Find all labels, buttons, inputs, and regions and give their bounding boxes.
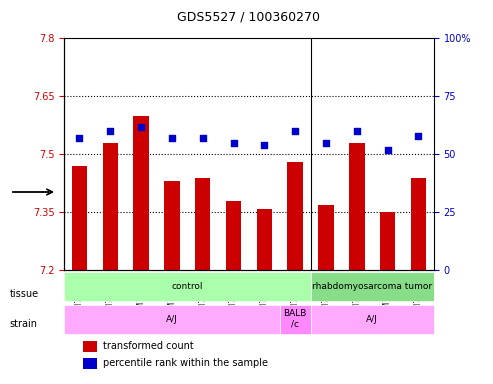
FancyBboxPatch shape [64, 305, 280, 334]
FancyBboxPatch shape [280, 305, 311, 334]
Point [199, 135, 207, 141]
Point [322, 140, 330, 146]
Point [353, 128, 361, 134]
Text: GSM738164: GSM738164 [198, 272, 207, 319]
Bar [195, 177, 211, 270]
Point [137, 124, 145, 130]
Text: A/J: A/J [366, 314, 378, 324]
Text: GSM738157: GSM738157 [352, 272, 361, 319]
Bar [103, 143, 118, 270]
Text: GDS5527 / 100360270: GDS5527 / 100360270 [177, 10, 320, 23]
Text: GSM738165: GSM738165 [229, 272, 238, 319]
Point [415, 133, 423, 139]
Bar [164, 182, 179, 270]
Bar [380, 212, 395, 270]
Bar [411, 177, 426, 270]
Point [168, 135, 176, 141]
Point [384, 147, 391, 153]
Text: GSM738155: GSM738155 [321, 272, 330, 319]
Text: BALB
/c: BALB /c [283, 310, 307, 329]
Text: GSM738156: GSM738156 [75, 272, 84, 319]
Bar [134, 116, 149, 270]
FancyBboxPatch shape [64, 272, 311, 301]
Point [260, 142, 268, 148]
Text: rhabdomyosarcoma tumor: rhabdomyosarcoma tumor [312, 282, 432, 291]
Bar [83, 341, 97, 352]
Point [106, 128, 114, 134]
Bar [83, 358, 97, 369]
FancyBboxPatch shape [311, 305, 434, 334]
Text: control: control [172, 282, 203, 291]
Bar [226, 201, 241, 270]
Text: GSM738161: GSM738161 [137, 272, 145, 318]
Point [230, 140, 238, 146]
Text: GSM738160: GSM738160 [106, 272, 115, 319]
Bar [287, 162, 303, 270]
Bar [318, 205, 334, 270]
Bar [257, 209, 272, 270]
Text: GSM738163: GSM738163 [291, 272, 300, 319]
Text: percentile rank within the sample: percentile rank within the sample [103, 358, 268, 368]
Point [291, 128, 299, 134]
Text: tissue: tissue [10, 289, 39, 299]
Point [75, 135, 83, 141]
Text: GSM738158: GSM738158 [383, 272, 392, 318]
Text: GSM738162: GSM738162 [168, 272, 176, 318]
Text: transformed count: transformed count [103, 341, 194, 351]
Text: GSM738166: GSM738166 [260, 272, 269, 319]
Bar [349, 143, 364, 270]
FancyBboxPatch shape [311, 272, 434, 301]
Text: GSM738159: GSM738159 [414, 272, 423, 319]
Text: strain: strain [10, 319, 38, 329]
Bar [72, 166, 87, 270]
Text: A/J: A/J [166, 314, 178, 324]
